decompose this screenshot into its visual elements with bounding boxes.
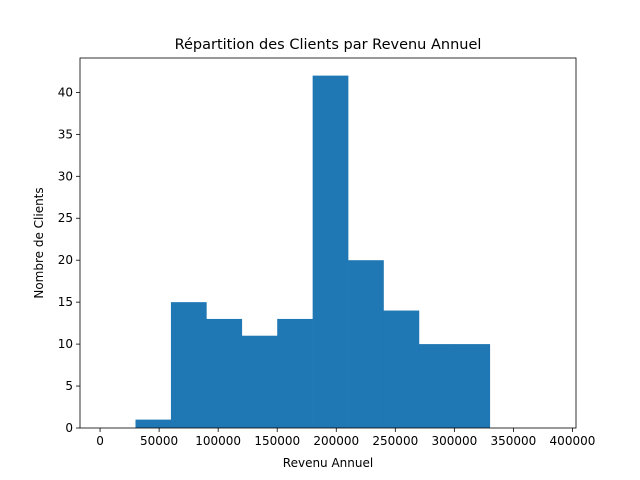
- bars-group: [135, 75, 491, 428]
- chart-title: Répartition des Clients par Revenu Annue…: [175, 37, 482, 53]
- x-tick-label: 100000: [195, 434, 241, 448]
- x-tick-label: 150000: [254, 434, 300, 448]
- histogram-bar-10: [454, 344, 491, 428]
- y-tick-label: 5: [65, 379, 73, 393]
- y-tick-label: 35: [58, 127, 73, 141]
- x-tick-label: 200000: [313, 434, 359, 448]
- x-tick-label: 350000: [491, 434, 537, 448]
- y-tick-label: 0: [65, 421, 73, 435]
- x-axis-label: Revenu Annuel: [283, 456, 373, 470]
- histogram-bar-2: [170, 302, 207, 428]
- histogram-bar-6: [312, 75, 349, 428]
- x-tick-label: 300000: [431, 434, 477, 448]
- histogram-bar-7: [348, 260, 384, 428]
- plot-frame: [79, 57, 577, 429]
- histogram-bar-4: [241, 335, 278, 428]
- y-tick-label: 20: [58, 253, 73, 267]
- x-tick-label: 250000: [372, 434, 418, 448]
- histogram-bar-3: [206, 318, 243, 428]
- y-tick-label: 25: [58, 211, 73, 225]
- x-axis-ticks: 0 50000 100000 150000 200000 250000 300000 3500…: [96, 428, 595, 448]
- x-tick-label: 400000: [550, 434, 596, 448]
- y-tick-label: 30: [58, 169, 73, 183]
- y-tick-label: 10: [58, 337, 73, 351]
- histogram-bar-9: [418, 344, 455, 428]
- histogram-bar-8: [383, 310, 420, 428]
- x-tick-label: 0: [96, 434, 104, 448]
- y-tick-label: 40: [58, 85, 73, 99]
- histogram-bar-1: [135, 419, 172, 428]
- histogram-bar-5: [277, 318, 313, 428]
- y-tick-label: 15: [58, 295, 73, 309]
- y-axis-ticks: 0 5 10 15 20 25 30 35 40: [58, 85, 80, 435]
- y-axis-label: Nombre de Clients: [32, 187, 46, 298]
- x-tick-label: 50000: [140, 434, 178, 448]
